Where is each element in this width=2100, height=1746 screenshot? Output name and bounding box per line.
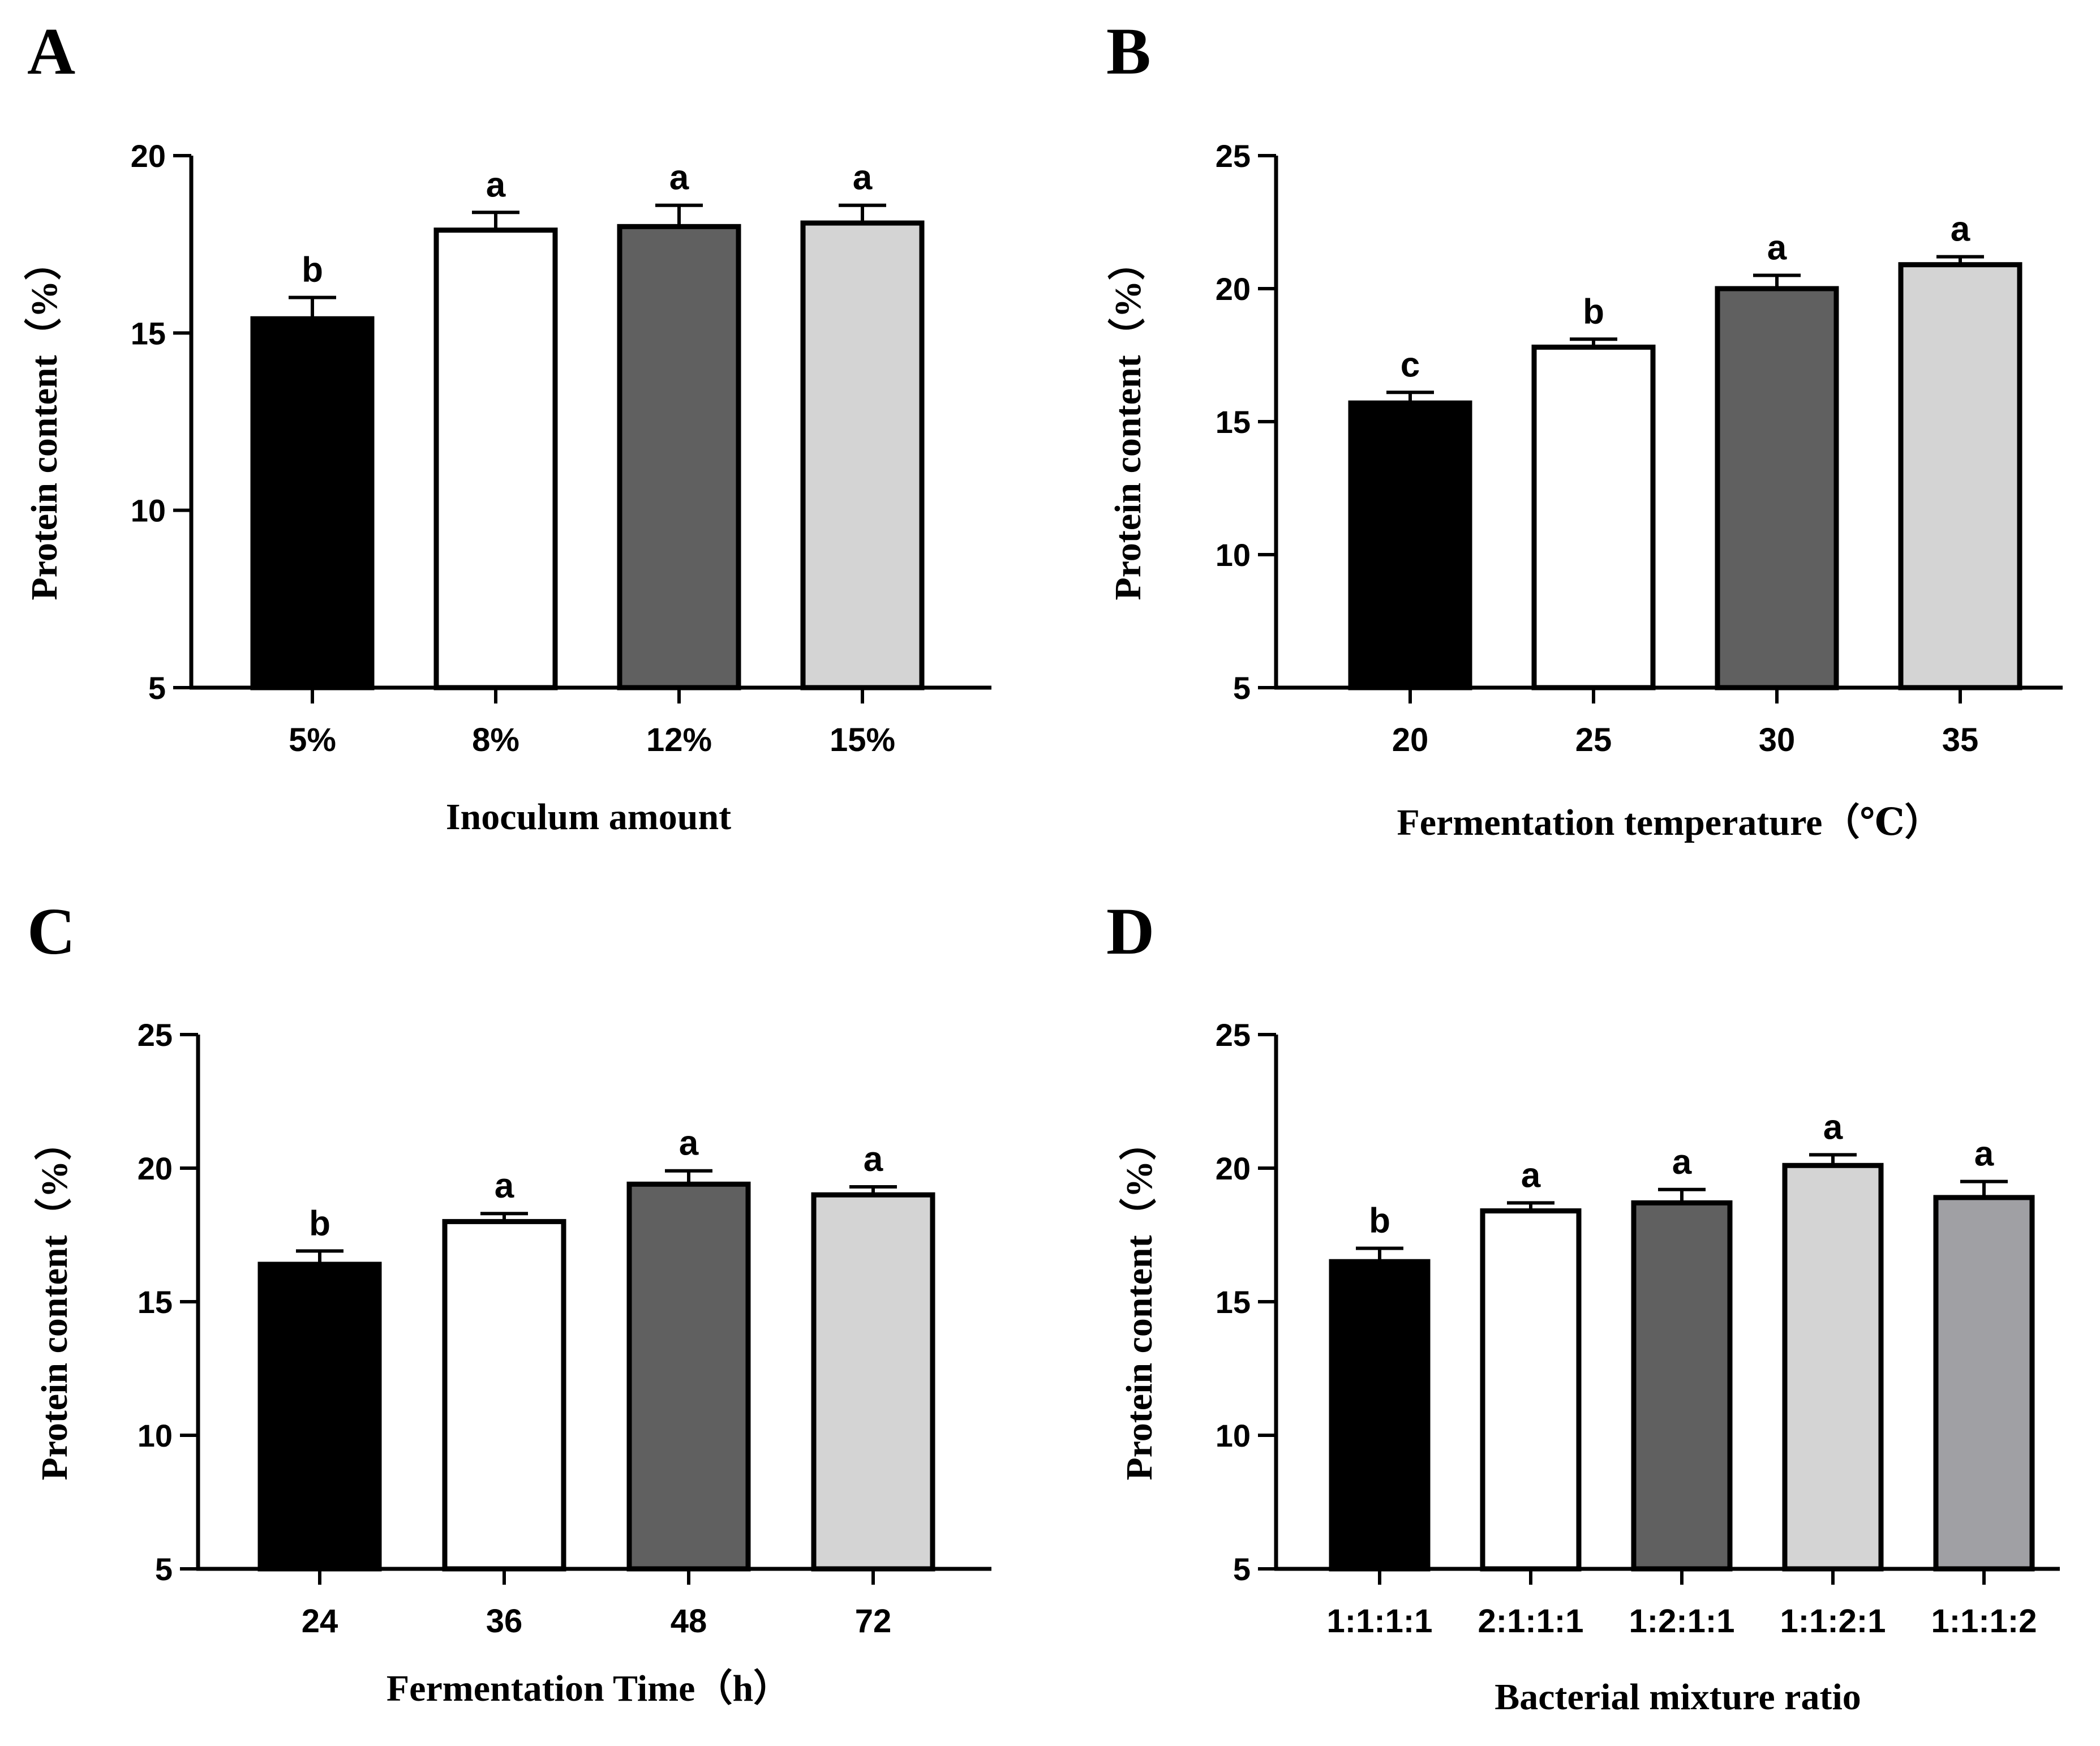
y-axis-title: Protein content（%） — [1107, 243, 1149, 600]
x-category-label: 12% — [646, 722, 712, 758]
x-category-label: 1:2:1:1 — [1629, 1603, 1735, 1640]
bar-36 — [442, 1219, 566, 1572]
y-tick-label: 15 — [138, 1284, 173, 1320]
x-category-label: 1:1:1:1 — [1327, 1603, 1433, 1640]
y-tick-label: 20 — [131, 138, 166, 174]
panel-b: B 5 10 15 20 25 c 20 b 25 a 30 a 35 Fermentation tempe… — [1106, 14, 2063, 843]
bar-8- — [433, 228, 558, 690]
x-axis-title: Fermentation temperature（℃） — [1397, 801, 1942, 843]
y-axis-title: Protein content（%） — [33, 1123, 75, 1480]
significance-label: a — [669, 158, 689, 198]
y-tick-label: 15 — [1216, 1284, 1251, 1320]
bar-20 — [1348, 400, 1472, 690]
x-category-label: 1:1:1:2 — [1931, 1603, 2037, 1640]
bar-72 — [811, 1192, 935, 1572]
x-category-label: 20 — [1392, 722, 1429, 758]
y-tick-label: 25 — [1216, 138, 1251, 174]
significance-label: a — [495, 1166, 514, 1206]
y-tick-label: 15 — [1216, 404, 1251, 440]
bar-1-1-1-2 — [1933, 1195, 2035, 1572]
y-tick-label: 20 — [1216, 1151, 1251, 1186]
significance-label: a — [486, 165, 506, 204]
y-tick-label: 25 — [138, 1017, 173, 1053]
x-category-label: 8% — [472, 722, 519, 758]
x-category-label: 72 — [855, 1603, 892, 1640]
significance-label: a — [1767, 229, 1787, 268]
x-category-label: 24 — [302, 1603, 338, 1640]
panel-letter-c: C — [27, 894, 75, 968]
y-tick-label: 20 — [1216, 271, 1251, 307]
significance-label: a — [679, 1124, 699, 1163]
significance-label: a — [1951, 210, 1970, 249]
significance-label: b — [1583, 292, 1604, 331]
significance-label: a — [1521, 1156, 1541, 1195]
significance-label: b — [302, 251, 323, 290]
x-category-label: 30 — [1759, 722, 1796, 758]
x-axis-title: Inoculum amount — [446, 796, 731, 838]
panel-letter-a: A — [27, 14, 75, 88]
y-axis-title: Protein content（%） — [1118, 1123, 1160, 1480]
bar-2-1-1-1 — [1480, 1208, 1582, 1572]
bar-15- — [800, 220, 925, 690]
x-category-label: 1:1:2:1 — [1780, 1603, 1886, 1640]
bar-1-2-1-1 — [1631, 1200, 1733, 1572]
y-axis-title: Protein content（%） — [23, 243, 65, 600]
significance-label: a — [1974, 1135, 1994, 1174]
panel-letter-b: B — [1106, 14, 1151, 88]
y-tick-label: 5 — [1233, 1551, 1251, 1587]
bar-1-1-1-1 — [1329, 1259, 1431, 1572]
y-tick-label: 25 — [1216, 1017, 1251, 1053]
bar-24 — [257, 1262, 382, 1572]
bar-1-1-2-1 — [1782, 1162, 1884, 1572]
x-category-label: 15% — [830, 722, 895, 758]
bar-48 — [626, 1181, 751, 1572]
y-tick-label: 5 — [1233, 670, 1251, 706]
significance-label: a — [1823, 1108, 1843, 1147]
y-tick-label: 15 — [131, 315, 166, 351]
bar-5- — [250, 316, 375, 690]
x-category-label: 36 — [486, 1603, 523, 1640]
panel-c: C 5 10 15 20 25 b 24 a 36 a 48 a 72 Fermentation Time（… — [27, 894, 991, 1709]
bar-35 — [1898, 262, 2022, 690]
x-axis-title: Fermentation Time（h） — [386, 1667, 791, 1709]
y-tick-label: 5 — [148, 670, 166, 706]
y-tick-label: 20 — [138, 1151, 173, 1186]
y-tick-label: 5 — [155, 1551, 173, 1587]
bar-12- — [617, 224, 741, 690]
panel-letter-d: D — [1106, 894, 1154, 968]
significance-label: a — [864, 1140, 883, 1179]
y-tick-label: 10 — [1216, 1418, 1251, 1453]
x-category-label: 2:1:1:1 — [1478, 1603, 1584, 1640]
bar-25 — [1531, 344, 1656, 690]
y-tick-label: 10 — [138, 1418, 173, 1453]
y-tick-label: 10 — [131, 493, 166, 529]
bar-30 — [1715, 286, 1839, 690]
panel-d: D 5 10 15 20 25 b 1:1:1:1 a 2:1:1:1 a 1:2:1:1 a 1:1:2… — [1106, 894, 2060, 1718]
significance-label: b — [309, 1204, 330, 1243]
significance-label: b — [1369, 1202, 1390, 1241]
x-axis-title: Bacterial mixture ratio — [1495, 1676, 1861, 1718]
significance-label: c — [1401, 345, 1420, 384]
significance-label: a — [853, 158, 873, 198]
x-category-label: 5% — [289, 722, 336, 758]
significance-label: a — [1672, 1143, 1692, 1182]
x-category-label: 35 — [1942, 722, 1979, 758]
panel-a: A 5 10 15 20 b 5% a 8% a 12% a 15% Inoculum amount Pro… — [23, 14, 991, 838]
x-category-label: 48 — [671, 1603, 707, 1640]
x-category-label: 25 — [1575, 722, 1612, 758]
y-tick-label: 10 — [1216, 537, 1251, 573]
